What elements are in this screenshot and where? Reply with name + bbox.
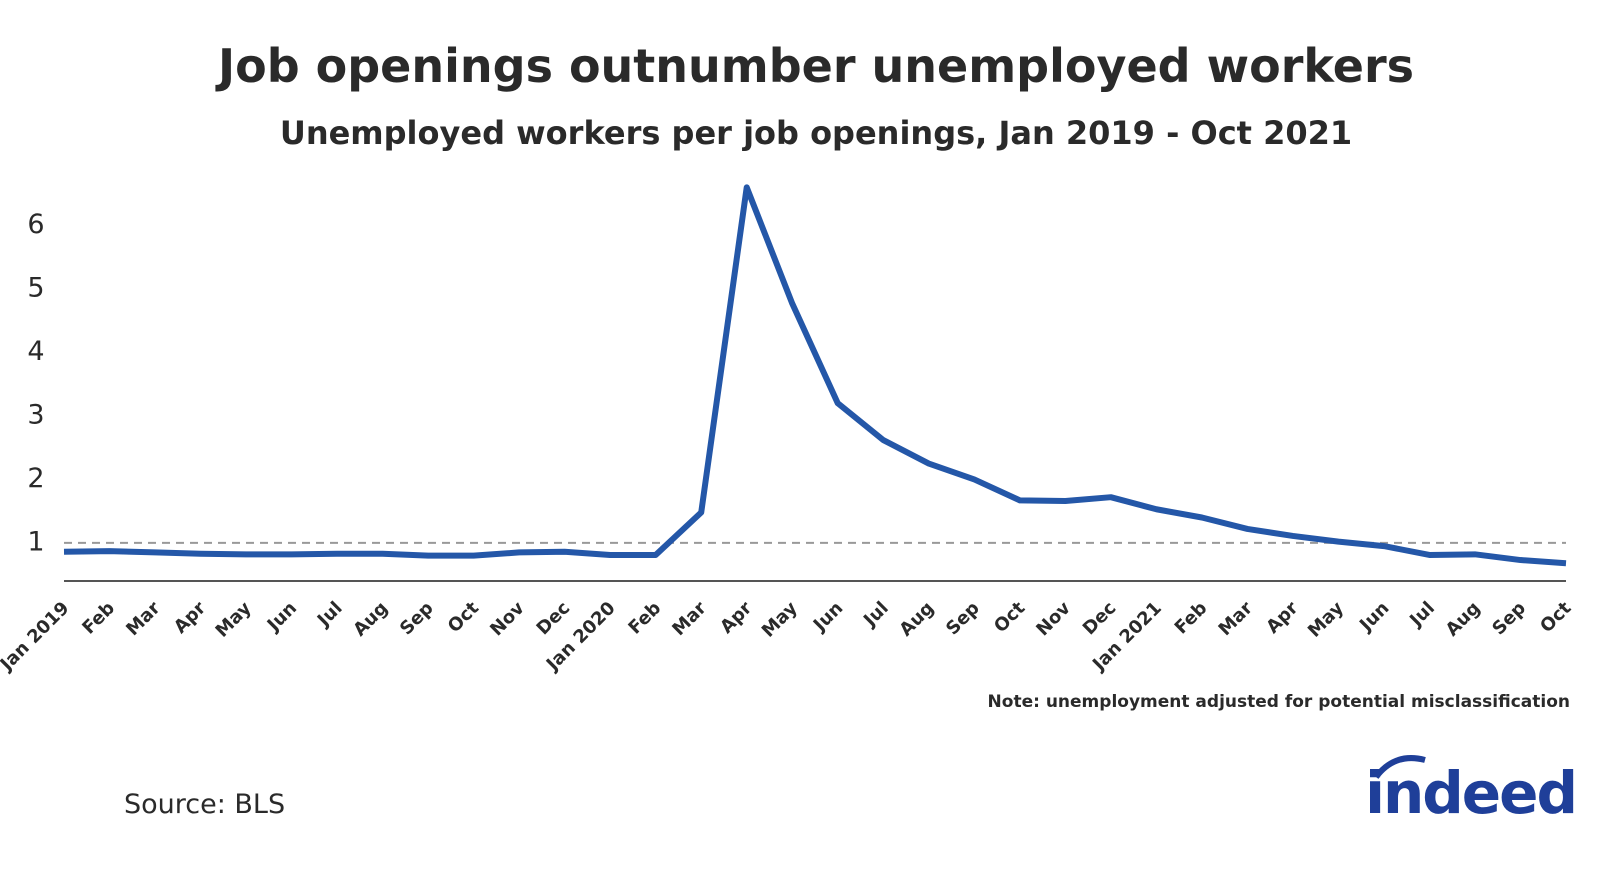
note: Note: unemployment adjusted for potentia…: [988, 692, 1570, 712]
x-tick-label: Jul: [1405, 598, 1439, 632]
x-tick-label: Sep: [1488, 598, 1530, 640]
x-tick-label: Feb: [78, 598, 119, 639]
x-tick-label: Apr: [716, 598, 756, 638]
x-tick-label: Sep: [942, 598, 984, 640]
x-tick-label: May: [758, 598, 802, 642]
y-tick-label: 2: [27, 463, 44, 494]
source: Source: BLS: [124, 789, 285, 820]
line-series: [63, 184, 1567, 567]
x-tick-label: Feb: [1171, 598, 1212, 639]
x-tick-label: Dec: [533, 598, 575, 640]
logo: indeed: [1365, 759, 1576, 827]
x-tick-label: Aug: [349, 598, 392, 641]
x-tick-label: Jul: [312, 598, 346, 632]
x-tick-label: Nov: [1032, 598, 1075, 641]
x-tick-label: Nov: [486, 598, 529, 641]
chart-subtitle: Unemployed workers per job openings, Jan…: [280, 114, 1352, 152]
x-tick-label: May: [212, 598, 256, 642]
y-tick-label: 3: [27, 399, 44, 430]
x-tick-label: Oct: [1536, 597, 1576, 637]
x-tick-label: Apr: [170, 598, 210, 638]
x-tick-label: Dec: [1079, 598, 1121, 640]
x-tick-label: Aug: [1442, 598, 1485, 641]
x-tick-label: Mar: [1215, 598, 1257, 640]
logo-arc: [1373, 755, 1426, 779]
x-tick-label: May: [1304, 598, 1348, 642]
y-tick-label: 6: [27, 209, 44, 240]
x-tick-label: Mar: [122, 598, 164, 640]
x-tick-label: Sep: [396, 598, 438, 640]
x-tick-label: Jul: [858, 598, 892, 632]
y-tick-label: 4: [27, 336, 44, 367]
x-tick-label: Jun: [808, 598, 847, 637]
y-tick-label: 5: [27, 272, 44, 303]
x-tick-label: Oct: [990, 597, 1030, 637]
x-tick-label: Apr: [1262, 598, 1302, 638]
y-tick-label: 1: [27, 526, 44, 557]
chart-title: Job openings outnumber unemployed worker…: [215, 39, 1414, 93]
x-tick-label: Jun: [1354, 598, 1393, 637]
x-tick-label: Jun: [262, 598, 301, 637]
x-tick-label: Jan 2019: [0, 598, 74, 677]
x-tick-label: Oct: [444, 597, 484, 637]
x-tick-label: Mar: [668, 598, 710, 640]
x-tick-label: Feb: [624, 598, 665, 639]
x-tick-label: Aug: [895, 598, 938, 641]
